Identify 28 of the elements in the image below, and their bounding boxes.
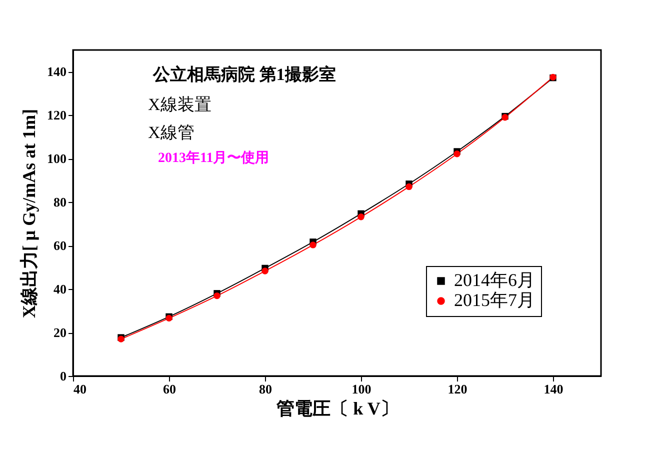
- point: [406, 183, 412, 190]
- x-axis-title: 管電圧〔 k V〕: [276, 398, 398, 418]
- y-tick-label: 120: [47, 108, 66, 123]
- legend-label: 2015年7月: [454, 290, 535, 310]
- annotation: 2013年11月〜使用: [158, 150, 270, 166]
- y-tick-label: 100: [47, 151, 66, 166]
- y-tick-label: 20: [54, 325, 66, 340]
- y-tick-label: 140: [47, 64, 66, 80]
- annotation: 公立相馬病院 第1撮影室: [152, 65, 336, 84]
- y-tick-label: 60: [54, 238, 66, 254]
- y-axis-title: X線出力[ μ Gy/mAs at 1m]: [19, 108, 39, 318]
- point: [454, 150, 460, 158]
- x-tick-label: 40: [74, 382, 86, 396]
- point: [214, 292, 220, 300]
- annotation: X線装置: [148, 95, 212, 114]
- point: [358, 214, 364, 220]
- x-tick-label: 80: [259, 382, 272, 396]
- x-tick-label: 140: [544, 382, 564, 396]
- x-tick-label: 100: [352, 382, 372, 396]
- y-tick-label: 0: [60, 368, 66, 384]
- x-tick-label: 120: [448, 382, 468, 396]
- legend-label: 2014年6月: [454, 270, 535, 290]
- point: [262, 268, 268, 274]
- y-tick-label: 80: [54, 194, 66, 210]
- x-tick-label: 60: [163, 382, 176, 396]
- y-tick-label: 40: [54, 282, 66, 297]
- annotation: X線管: [148, 123, 194, 142]
- point: [310, 242, 316, 248]
